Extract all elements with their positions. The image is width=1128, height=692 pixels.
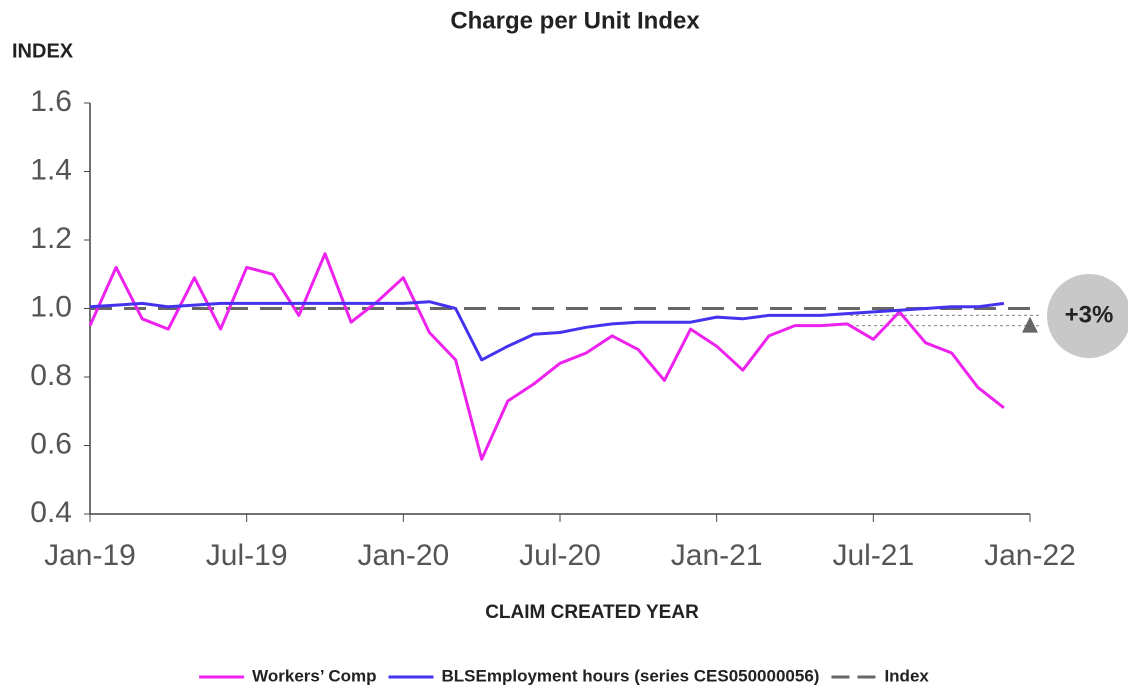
- x-axis-label: CLAIM CREATED YEAR: [485, 602, 699, 623]
- series-line: [88, 252, 1005, 461]
- chart-title: Charge per Unit Index: [450, 7, 700, 34]
- annotation-bubble: [1047, 274, 1128, 358]
- x-tick-label: Jul-21: [832, 539, 914, 572]
- y-tick-label: 0.4: [30, 496, 72, 529]
- y-tick-label: 1.6: [30, 85, 72, 118]
- y-tick-label: 1.0: [30, 290, 72, 323]
- x-tick-label: Jul-19: [206, 539, 288, 572]
- x-tick-label: Jan-19: [44, 539, 136, 572]
- legend-label: BLSEmployment hours (series CES050000056…: [442, 666, 820, 685]
- y-tick-label: 1.4: [30, 153, 72, 186]
- y-axis-label: INDEX: [12, 40, 74, 62]
- legend-label: Workers’ Comp: [252, 666, 376, 685]
- y-tick-label: 1.2: [30, 222, 72, 255]
- series-line: [89, 300, 1005, 362]
- annotation-text: +3%: [1065, 301, 1114, 328]
- y-tick-label: 0.8: [30, 359, 72, 392]
- x-tick-label: Jan-20: [357, 539, 449, 572]
- legend-label: Index: [884, 666, 929, 685]
- x-tick-label: Jul-20: [519, 539, 601, 572]
- annotation-arrow: [1022, 316, 1038, 333]
- x-tick-label: Jan-22: [984, 539, 1076, 572]
- x-tick-label: Jan-21: [671, 539, 763, 572]
- y-tick-label: 0.6: [30, 427, 72, 460]
